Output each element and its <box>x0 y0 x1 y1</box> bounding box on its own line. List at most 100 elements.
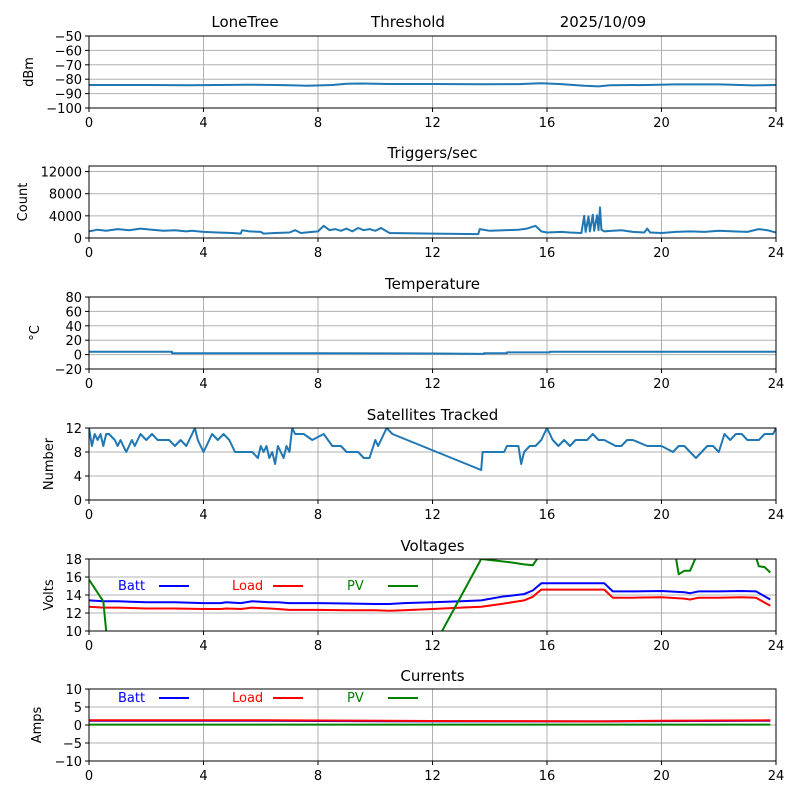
y-axis-label: Number <box>42 437 57 490</box>
y-axis-label: °C <box>28 325 43 341</box>
y-tick-label: 4000 <box>49 210 82 225</box>
y-tick-label: −80 <box>55 73 82 88</box>
x-tick-label: 20 <box>653 508 670 523</box>
x-tick-label: 8 <box>314 769 322 784</box>
y-tick-label: 5 <box>74 701 82 716</box>
x-tick-label: 4 <box>199 639 207 654</box>
series-line-satellites <box>89 428 776 471</box>
series-line-batt <box>89 582 771 605</box>
y-tick-label: −10 <box>55 755 82 770</box>
x-tick-label: 0 <box>85 116 93 131</box>
x-tick-label: 20 <box>653 246 670 261</box>
y-tick-label: 0 <box>74 719 82 734</box>
x-tick-label: 12 <box>424 246 441 261</box>
y-tick-label: −100 <box>46 102 82 117</box>
series-group <box>89 82 776 88</box>
series-line-load <box>89 719 771 723</box>
y-tick-label: 0 <box>74 494 82 509</box>
x-tick-label: 24 <box>768 246 785 261</box>
x-tick-label: 24 <box>768 377 785 392</box>
y-tick-label: 80 <box>65 291 82 306</box>
header-station: LoneTree <box>211 13 278 31</box>
x-tick-label: 24 <box>768 639 785 654</box>
legend-label-pv: PV <box>347 579 364 594</box>
y-tick-label: 8 <box>74 446 82 461</box>
header-mode: Threshold <box>370 13 445 31</box>
panel-satellites: 0 4 8 12 16 20 24 0 4 8 12 Satellites Tracked Number <box>42 406 784 523</box>
x-tick-label: 12 <box>424 377 441 392</box>
series-line-load <box>89 588 771 612</box>
series-line-pv <box>89 559 771 631</box>
x-tick-label: 0 <box>85 508 93 523</box>
x-tick-label: 20 <box>653 377 670 392</box>
y-tick-label: −20 <box>55 363 82 378</box>
x-tick-label: 8 <box>314 377 322 392</box>
x-tick-label: 16 <box>539 769 556 784</box>
x-tick-label: 20 <box>653 116 670 131</box>
y-tick-label: 18 <box>65 553 82 568</box>
x-tick-label: 16 <box>539 246 556 261</box>
panel-currents: 0 4 8 12 16 20 24 −10 −5 0 5 10 Currents Amps Batt Load… <box>30 667 784 784</box>
y-tick-label: −5 <box>63 737 82 752</box>
x-tick-label: 4 <box>199 377 207 392</box>
x-tick-label: 16 <box>539 508 556 523</box>
x-tick-label: 12 <box>424 508 441 523</box>
x-tick-label: 0 <box>85 769 93 784</box>
series-group <box>89 350 776 355</box>
y-axis-label: dBm <box>22 57 37 87</box>
y-tick-label: 16 <box>65 571 82 586</box>
y-tick-label: 12 <box>65 422 82 437</box>
y-tick-label: 20 <box>65 334 82 349</box>
panel-title: Voltages <box>400 537 464 555</box>
x-tick-label: 4 <box>199 508 207 523</box>
x-tick-label: 16 <box>539 639 556 654</box>
legend-label-load: Load <box>232 691 263 706</box>
panel-signal: 0 4 8 12 16 20 24 −100−90−80−70−60−50 dBm <box>22 30 784 131</box>
series-line-threshold <box>89 82 776 88</box>
x-tick-label: 12 <box>424 639 441 654</box>
series-line-triggers <box>89 206 776 236</box>
y-tick-label: 60 <box>65 305 82 320</box>
y-axis-label: Volts <box>42 579 57 611</box>
x-tick-label: 24 <box>768 116 785 131</box>
x-tick-label: 24 <box>768 769 785 784</box>
x-tick-label: 8 <box>314 639 322 654</box>
y-tick-label: 8000 <box>49 188 82 203</box>
series-group <box>89 559 771 631</box>
x-tick-label: 20 <box>653 639 670 654</box>
y-axis-label: Amps <box>30 706 45 743</box>
y-tick-label: 4 <box>74 470 82 485</box>
x-tick-label: 0 <box>85 246 93 261</box>
panel-title: Satellites Tracked <box>367 406 498 424</box>
x-tick-label: 0 <box>85 639 93 654</box>
legend-label-load: Load <box>232 579 263 594</box>
x-tick-label: 4 <box>199 769 207 784</box>
legend-label-batt: Batt <box>118 579 145 594</box>
x-tick-label: 12 <box>424 116 441 131</box>
y-tick-label: −50 <box>55 30 82 45</box>
x-tick-label: 12 <box>424 769 441 784</box>
panel-title: Temperature <box>384 275 480 293</box>
y-tick-label: 14 <box>65 589 82 604</box>
series-group <box>89 428 776 471</box>
series-group <box>89 719 771 726</box>
y-tick-label: −60 <box>55 44 82 59</box>
header-date: 2025/10/09 <box>560 13 646 31</box>
x-tick-label: 4 <box>199 116 207 131</box>
x-tick-label: 8 <box>314 508 322 523</box>
x-tick-label: 16 <box>539 377 556 392</box>
legend-label-pv: PV <box>347 691 364 706</box>
y-tick-label: 10 <box>65 683 82 698</box>
x-tick-label: 8 <box>314 116 322 131</box>
panel-title: Currents <box>400 667 464 685</box>
x-tick-label: 8 <box>314 246 322 261</box>
y-axis-label: Count <box>16 183 31 222</box>
y-tick-label: 0 <box>74 232 82 247</box>
y-tick-label: −70 <box>55 59 82 74</box>
legend-label-batt: Batt <box>118 691 145 706</box>
y-tick-label: 10 <box>65 625 82 640</box>
panel-triggers: 0 4 8 12 16 20 24 0 4000 8000 12000 Triggers/sec Cou… <box>16 144 784 261</box>
x-tick-label: 24 <box>768 508 785 523</box>
